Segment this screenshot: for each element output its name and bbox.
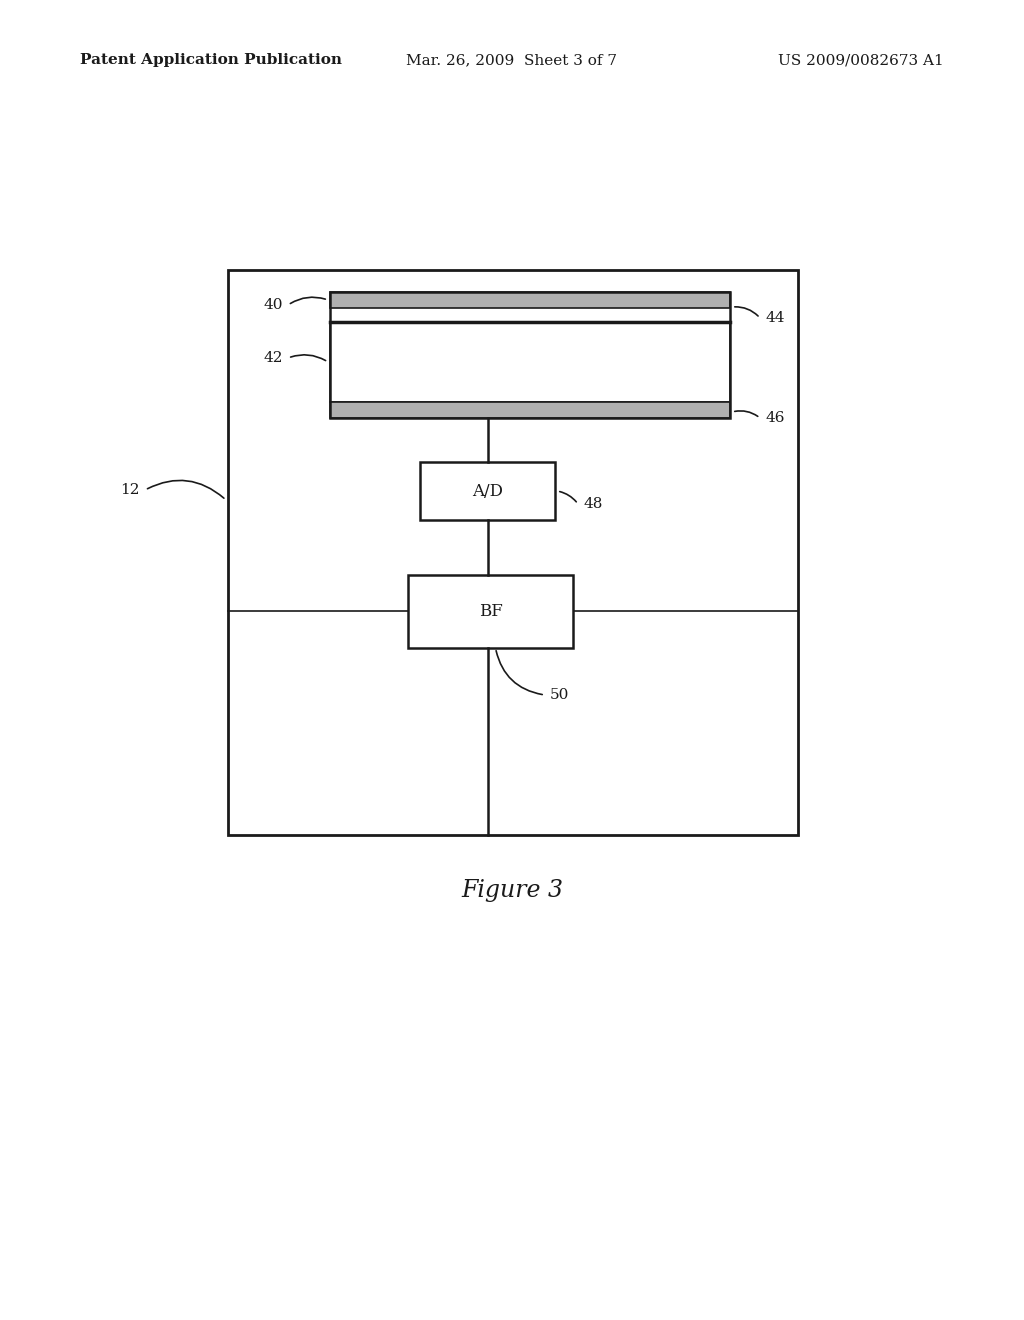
Text: BF: BF bbox=[478, 603, 503, 620]
Text: 44: 44 bbox=[765, 312, 784, 325]
Text: 42: 42 bbox=[263, 351, 283, 366]
Text: 46: 46 bbox=[765, 411, 784, 425]
Text: 12: 12 bbox=[121, 483, 140, 498]
Text: 40: 40 bbox=[263, 298, 283, 312]
Text: Mar. 26, 2009  Sheet 3 of 7: Mar. 26, 2009 Sheet 3 of 7 bbox=[407, 53, 617, 67]
Bar bbox=[330, 292, 730, 418]
Bar bbox=[330, 292, 730, 308]
Text: 48: 48 bbox=[583, 498, 602, 511]
Bar bbox=[330, 403, 730, 418]
Bar bbox=[408, 576, 573, 648]
Text: A/D: A/D bbox=[472, 483, 503, 499]
Bar bbox=[228, 271, 798, 836]
Text: US 2009/0082673 A1: US 2009/0082673 A1 bbox=[778, 53, 944, 67]
Text: 50: 50 bbox=[550, 688, 569, 702]
Text: Patent Application Publication: Patent Application Publication bbox=[80, 53, 342, 67]
Text: Figure 3: Figure 3 bbox=[461, 879, 563, 902]
Bar bbox=[330, 322, 730, 403]
Bar bbox=[420, 462, 555, 520]
